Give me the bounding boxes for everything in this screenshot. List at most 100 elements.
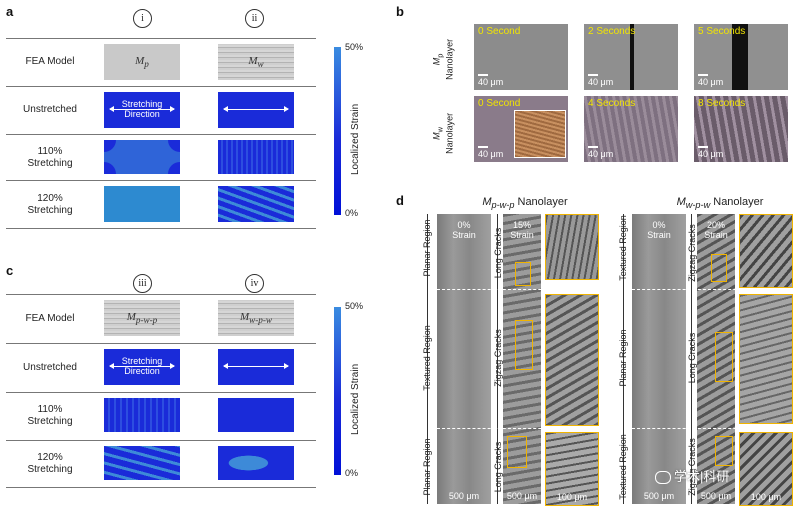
title-mwpw: Mw-p-w Nanolayer xyxy=(676,196,764,211)
panel-label-d: d xyxy=(396,193,404,208)
colorbar-c xyxy=(334,307,341,475)
region-axis xyxy=(623,214,624,504)
colorbar-bottom-label: 0% xyxy=(345,468,359,478)
row-label-mp: Mp Nanolayer xyxy=(431,38,455,80)
micrograph-mwpw-0: 0% Strain 500 μm xyxy=(632,214,686,504)
micrograph-mpwp-15: 15% Strain 500 μm xyxy=(503,214,541,504)
col-header-ii: ii xyxy=(245,9,264,28)
zoom-mwpw-1 xyxy=(739,214,793,288)
region-label: Planar Region xyxy=(422,438,432,496)
unstretched-mw xyxy=(218,92,294,128)
title-mpwp: Mp-w-p Nanolayer xyxy=(482,196,568,211)
stretch120-mwpw xyxy=(218,446,294,480)
row-label-120: 120% Stretching xyxy=(27,452,73,475)
colorbar-bottom-label: 0% xyxy=(345,208,359,218)
unstretched-mpwp: Stretching Direction xyxy=(104,349,180,385)
fea-model-mwpw: Mw-p-w xyxy=(218,300,294,336)
model-label: Mp-w-p xyxy=(126,310,158,326)
watermark: 学术|科研 xyxy=(655,466,729,485)
model-label: Mp xyxy=(135,54,149,70)
row-label-120: 120% Stretching xyxy=(27,193,73,216)
region-label: Textured Region xyxy=(618,434,628,500)
divider xyxy=(6,343,316,344)
micrograph-mw-8: 8 Seconds 40 μm xyxy=(694,96,788,162)
crack-label: Long Cracks xyxy=(493,441,503,493)
region-axis xyxy=(427,214,428,504)
crack-label: Zigzag Cracks xyxy=(493,329,503,387)
row-label-fea: FEA Model xyxy=(25,56,75,67)
row-label-unstretched: Unstretched xyxy=(23,362,77,373)
stretch110-mw xyxy=(218,140,294,174)
region-divider xyxy=(437,289,597,290)
micrograph-mp-0: 0 Second 40 μm xyxy=(474,24,568,90)
crack-label: Long Cracks xyxy=(687,332,697,384)
divider xyxy=(6,134,316,135)
zoom-mpwp-2 xyxy=(545,294,599,426)
micrograph-mw-4: 4 Seconds 40 μm xyxy=(584,96,678,162)
region-divider xyxy=(632,428,792,429)
micrograph-mwpw-20: 20% Strain 500 μm xyxy=(697,214,735,504)
row-label-110: 110% Stretching xyxy=(27,404,73,427)
unstretched-mwpw xyxy=(218,349,294,385)
region-divider xyxy=(632,289,792,290)
row-label-mw: Mw Nanolayer xyxy=(431,112,455,154)
crack-label: Long Cracks xyxy=(493,227,503,279)
zoom-mpwp-3: 100 μm xyxy=(545,432,599,506)
col-header-i: i xyxy=(133,9,152,28)
panel-label-b: b xyxy=(396,4,404,19)
colorbar-title: Localized Strain xyxy=(350,103,361,175)
fea-model-mp: Mp xyxy=(104,44,180,80)
colorbar-top-label: 50% xyxy=(345,42,364,52)
divider xyxy=(6,294,316,295)
colorbar-title: Localized Strain xyxy=(350,363,361,435)
micrograph-mp-5: 5 Seconds 40 μm xyxy=(694,24,788,90)
divider xyxy=(6,228,316,229)
crack-axis xyxy=(497,214,498,504)
fea-model-mw: Mw xyxy=(218,44,294,80)
model-label: Mw xyxy=(248,54,264,70)
model-label: Mw-p-w xyxy=(239,310,273,326)
crack-axis xyxy=(691,214,692,504)
region-divider xyxy=(437,428,597,429)
divider xyxy=(6,440,316,441)
double-arrow-icon xyxy=(109,363,175,369)
row-label-fea: FEA Model xyxy=(25,313,75,324)
stretch120-mw xyxy=(218,186,294,222)
stretch110-mwpw xyxy=(218,398,294,432)
row-label-110: 110% Stretching xyxy=(27,146,73,169)
unstretched-mp: Stretching Direction xyxy=(104,92,180,128)
region-label: Textured Region xyxy=(618,215,628,281)
crack-label: Zigzag Cracks xyxy=(687,224,697,282)
wechat-icon xyxy=(655,471,671,485)
fea-model-mpwp: Mp-w-p xyxy=(104,300,180,336)
col-header-iii: iii xyxy=(133,274,152,293)
micrograph-mp-2: 2 Seconds 40 μm xyxy=(584,24,678,90)
stretch120-mpwp xyxy=(104,446,180,480)
double-arrow-icon xyxy=(223,106,289,112)
stretch120-mp xyxy=(104,186,180,222)
double-arrow-icon xyxy=(109,106,175,112)
region-label: Planar Region xyxy=(618,329,628,387)
micrograph-mw-0: 0 Second 40 μm xyxy=(474,96,568,162)
stretching-direction-label: Stretching Direction xyxy=(121,356,163,376)
micrograph-mpwp-0: 0% Strain 500 μm xyxy=(437,214,491,504)
divider xyxy=(6,86,316,87)
panel-label-a: a xyxy=(6,4,14,19)
row-label-unstretched: Unstretched xyxy=(23,104,77,115)
panel-label-c: c xyxy=(6,263,14,278)
region-label: Textured Region xyxy=(422,325,432,391)
region-label: Planar Region xyxy=(422,219,432,277)
divider xyxy=(6,392,316,393)
divider xyxy=(6,180,316,181)
double-arrow-icon xyxy=(223,363,289,369)
stretch110-mp xyxy=(104,140,180,174)
stretching-direction-label: Stretching Direction xyxy=(121,99,163,119)
divider xyxy=(6,487,316,488)
col-header-iv: iv xyxy=(245,274,264,293)
stretch110-mpwp xyxy=(104,398,180,432)
colorbar-a xyxy=(334,47,341,215)
zoom-mwpw-3: 100 μm xyxy=(739,432,793,506)
zoom-mpwp-1 xyxy=(545,214,599,280)
divider xyxy=(6,38,316,39)
zoom-mwpw-2 xyxy=(739,294,793,424)
